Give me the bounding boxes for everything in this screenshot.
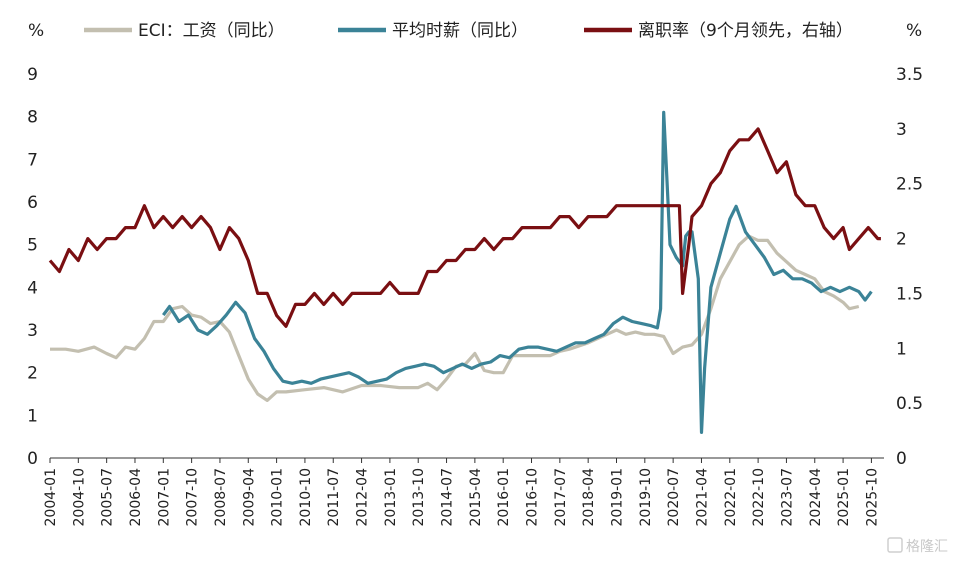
right-axis-unit: % <box>906 21 922 41</box>
right-tick-label: 0 <box>896 449 907 469</box>
x-tick-label: 2005-07 <box>100 468 116 527</box>
watermark: 格隆汇 <box>887 537 948 555</box>
legend-label: 离职率（9个月领先，右轴） <box>638 21 853 41</box>
x-tick-label: 2017-07 <box>553 468 569 527</box>
x-tick-label: 2004-01 <box>43 468 59 527</box>
left-tick-label: 3 <box>27 321 38 341</box>
x-tick-label: 2013-01 <box>383 468 399 527</box>
series-line-2 <box>162 110 873 434</box>
right-tick-label: 1.5 <box>896 284 923 304</box>
series-line-3 <box>48 127 881 328</box>
x-tick-label: 2014-07 <box>440 468 456 527</box>
left-tick-label: 2 <box>27 364 38 384</box>
left-tick-label: 6 <box>27 193 38 213</box>
x-tick-label: 2012-04 <box>355 468 371 527</box>
x-tick-label: 2010-01 <box>270 468 286 527</box>
left-tick-label: 8 <box>27 108 38 128</box>
x-tick-label: 2016-10 <box>525 468 541 527</box>
x-tick-label: 2022-01 <box>723 468 739 527</box>
series-line-1 <box>50 234 860 402</box>
x-tick-label: 2015-04 <box>468 468 484 527</box>
x-tick-label: 2013-10 <box>411 468 427 527</box>
x-tick-label: 2025-10 <box>864 468 880 527</box>
x-tick-label: 2004-10 <box>71 468 87 527</box>
legend-label: ECI：工资（同比） <box>138 21 285 41</box>
x-tick-label: 2019-01 <box>609 468 625 527</box>
legend: ECI：工资（同比） 平均时薪（同比） 离职率（9个月领先，右轴） <box>84 21 853 41</box>
left-axis: 0 1 2 3 4 5 6 7 8 9 <box>27 65 38 469</box>
left-tick-label: 7 <box>27 150 38 170</box>
x-tick-label: 2023-07 <box>779 468 795 527</box>
left-axis-unit: % <box>28 21 44 41</box>
plot-area <box>48 110 881 434</box>
x-tick-label: 2019-10 <box>638 468 654 527</box>
x-tick-label: 2007-10 <box>185 468 201 527</box>
x-tick-label: 2008-07 <box>213 468 229 527</box>
right-tick-label: 1 <box>896 339 907 359</box>
right-tick-label: 3 <box>896 120 907 140</box>
right-tick-label: 0.5 <box>896 394 923 414</box>
x-tick-label: 2021-04 <box>694 468 710 527</box>
left-tick-label: 5 <box>27 236 38 256</box>
right-tick-label: 2 <box>896 230 907 250</box>
x-tick-label: 2024-04 <box>808 468 824 527</box>
x-tick-label: 2020-07 <box>666 468 682 527</box>
watermark-text: 格隆汇 <box>906 539 948 555</box>
left-tick-label: 4 <box>27 278 38 298</box>
x-tick-label: 2018-04 <box>581 468 597 527</box>
right-tick-label: 3.5 <box>896 65 923 85</box>
x-tick-label: 2022-10 <box>751 468 767 527</box>
x-tick-label: 2025-01 <box>836 468 852 527</box>
right-axis: 0 0.5 1 1.5 2 2.5 3 3.5 <box>896 65 923 469</box>
legend-label: 平均时薪（同比） <box>392 21 528 41</box>
x-axis: 2004-01 2004-10 2005-07 2006-04 2007-01 2007-… <box>43 458 880 527</box>
left-tick-label: 9 <box>27 65 38 85</box>
x-tick-label: 2010-10 <box>298 468 314 527</box>
left-tick-label: 1 <box>27 406 38 426</box>
right-tick-label: 2.5 <box>896 175 923 195</box>
x-tick-label: 2006-04 <box>128 468 144 527</box>
x-tick-label: 2009-04 <box>241 468 257 527</box>
watermark-logo-icon <box>887 537 903 553</box>
x-tick-label: 2007-01 <box>156 468 172 527</box>
left-tick-label: 0 <box>27 449 38 469</box>
x-tick-label: 2016-01 <box>496 468 512 527</box>
x-tick-label: 2011-07 <box>326 468 342 527</box>
